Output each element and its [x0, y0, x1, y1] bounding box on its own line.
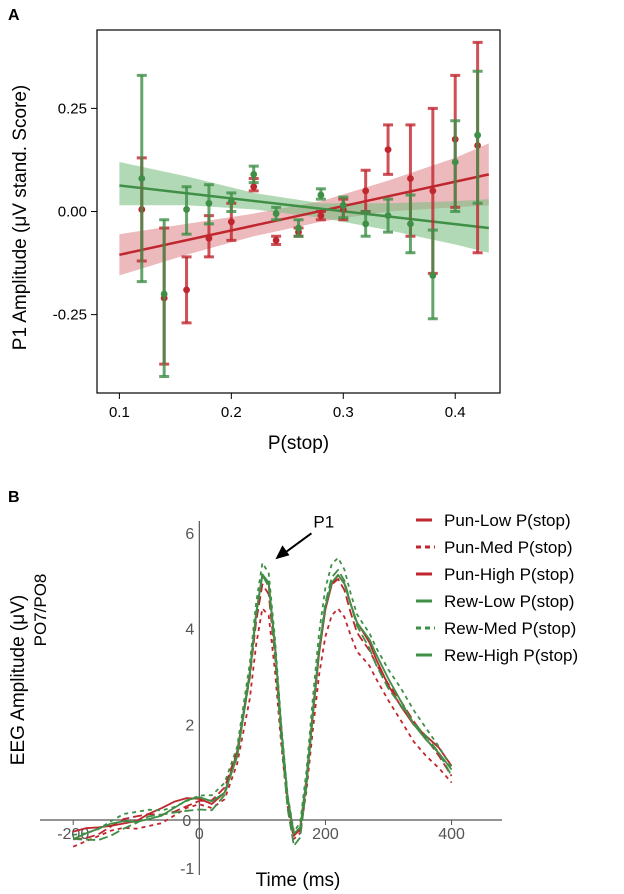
data-point — [183, 286, 190, 294]
panel-label-a: A — [8, 7, 20, 24]
data-point — [362, 187, 370, 195]
waveform-rew-high-p-stop- — [72, 573, 453, 840]
waveform-rew-low-p-stop- — [73, 569, 453, 847]
x-tick-label: 0.4 — [445, 404, 466, 421]
data-point — [384, 212, 392, 220]
waveform-pun-high-p-stop- — [72, 573, 453, 837]
y-tick-label: 0.25 — [58, 100, 87, 117]
data-point — [295, 224, 302, 232]
x-axis-title-b: Time (ms) — [256, 870, 341, 891]
legend-entry: Rew-Med P(stop) — [444, 619, 576, 638]
data-point — [227, 218, 235, 226]
data-point — [183, 206, 190, 213]
x-tick-label-b: 200 — [312, 826, 339, 843]
data-point — [429, 272, 437, 279]
data-point — [272, 210, 280, 217]
y-tick-label-b: 0 — [182, 813, 191, 830]
waveform-pun-med-p-stop- — [72, 607, 453, 848]
x-tick-label: 0.1 — [109, 404, 130, 421]
y-tick-label-b: 4 — [185, 622, 194, 639]
legend-entry: Rew-High P(stop) — [444, 646, 578, 665]
data-point — [250, 183, 258, 191]
data-point — [205, 234, 213, 242]
data-point — [451, 158, 459, 166]
data-point — [272, 236, 280, 244]
data-point — [160, 290, 168, 298]
panel-label-b: B — [8, 489, 20, 506]
y-axis-title-a: P1 Amplitude (μV stand. Score) — [10, 85, 31, 350]
legend-entry: Pun-Low P(stop) — [444, 511, 571, 530]
data-point — [407, 220, 414, 228]
x-tick-label-b: 400 — [438, 826, 465, 843]
data-point — [317, 191, 325, 199]
data-point — [474, 131, 482, 139]
x-tick-label: 0.2 — [221, 404, 242, 421]
data-point — [138, 175, 146, 182]
y-axis-title-b: EEG Amplitude (μV) — [8, 595, 29, 765]
data-point — [205, 199, 213, 207]
annotation-label-p1: P1 — [313, 512, 334, 531]
y-tick-label: 0.00 — [58, 204, 87, 221]
y-axis-subtitle-b: PO7/PO8 — [31, 574, 50, 647]
data-point — [317, 212, 325, 220]
legend-entry: Pun-High P(stop) — [444, 565, 574, 584]
y-tick-label-b: -1 — [180, 861, 194, 878]
data-point — [339, 201, 347, 209]
legend-entry: Pun-Med P(stop) — [444, 538, 573, 557]
annotation-arrow-head — [275, 545, 290, 560]
legend-entry: Rew-Low P(stop) — [444, 592, 574, 611]
data-point — [362, 220, 370, 228]
plot-frame-a — [96, 29, 501, 394]
data-point — [250, 170, 258, 178]
panel-a: A -0.25 0.00 0.25 0.1 0.2 0.3 0.4 P(stop) P1 Ampl… — [8, 7, 501, 454]
regression-line-punishment — [119, 173, 490, 257]
y-tick-label-b: 2 — [185, 717, 194, 734]
data-point — [384, 146, 392, 154]
x-tick-label-b: 0 — [195, 826, 204, 843]
x-tick-label: 0.3 — [333, 404, 354, 421]
y-tick-label: -0.25 — [53, 307, 87, 324]
y-tick-label-b: 6 — [185, 526, 194, 543]
data-point — [407, 175, 414, 182]
data-point — [227, 197, 235, 205]
data-point — [429, 187, 437, 195]
waveform-rew-med-p-stop- — [73, 557, 453, 836]
x-axis-title-a: P(stop) — [268, 433, 329, 454]
regression-line-reward — [119, 184, 489, 230]
